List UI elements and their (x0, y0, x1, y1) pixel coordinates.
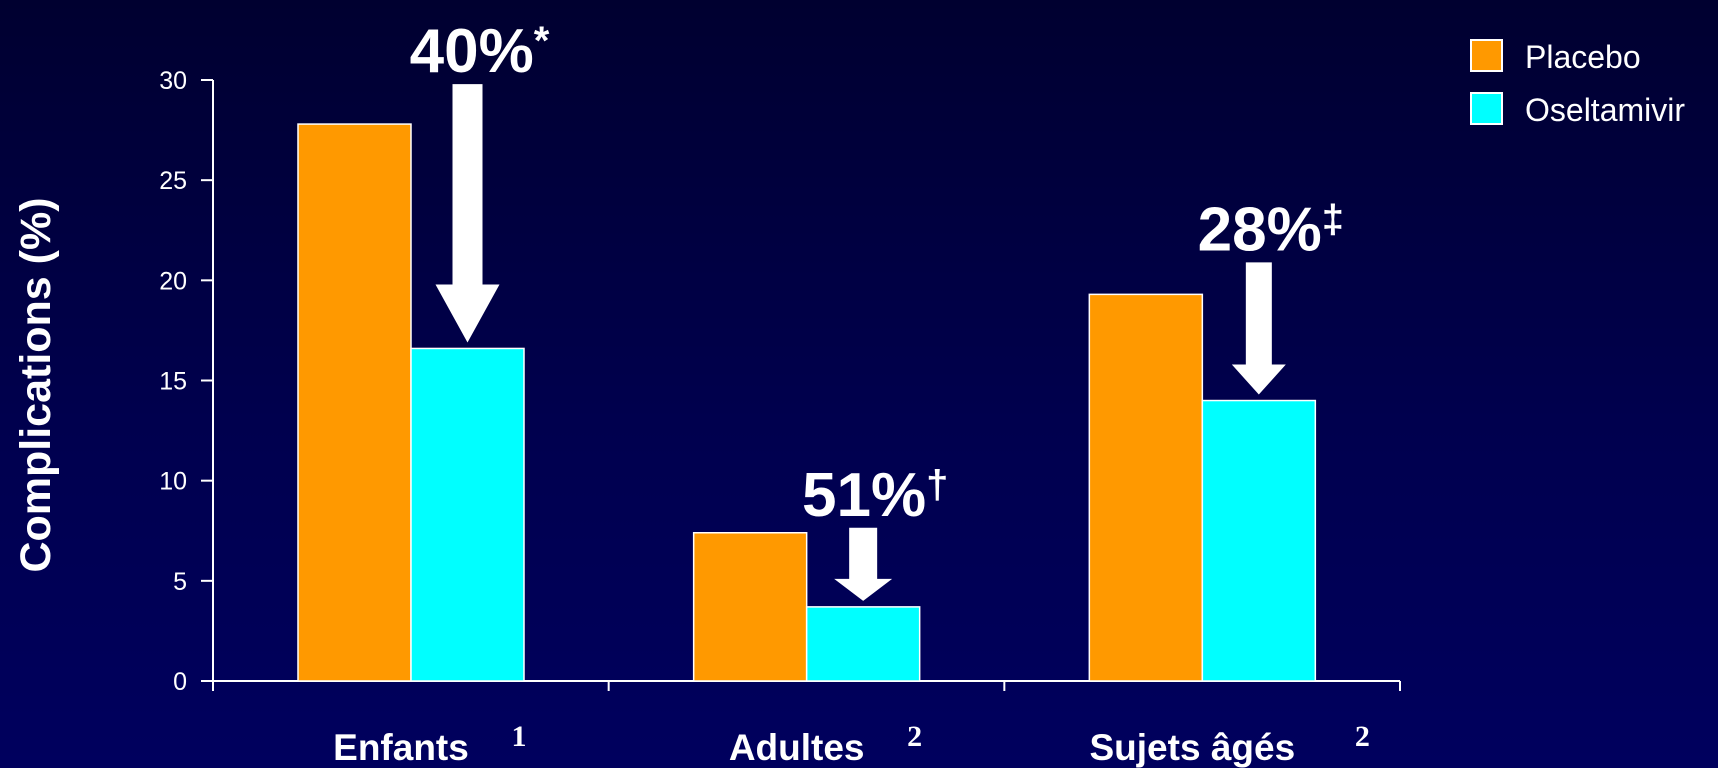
bar-oseltamivir-0 (410, 347, 525, 682)
bar-oseltamivir-1 (805, 606, 921, 682)
legend: Placebo Oseltamivir (1470, 39, 1685, 128)
x-category-label: Enfants (333, 727, 469, 768)
y-axis-label-group: Complications (%) (12, 197, 60, 572)
legend-swatch-oseltamivir (1470, 92, 1503, 125)
y-tick-label: 10 (159, 468, 187, 496)
reduction-arrow (834, 527, 893, 601)
y-tick-label: 20 (159, 267, 187, 295)
reduction-label: 28%‡ (1198, 195, 1344, 264)
x-category-label: Sujets âgés (1090, 727, 1296, 768)
x-category-superscript: 2 (1355, 720, 1370, 753)
y-tick-label: 25 (159, 167, 187, 195)
y-tick-label: 15 (159, 368, 187, 396)
y-tick-label: 5 (173, 568, 187, 596)
bar-placebo-1 (692, 532, 808, 682)
x-category-label: Adultes (729, 727, 865, 768)
bar-oseltamivir-2 (1201, 399, 1317, 682)
legend-swatch-placebo (1470, 39, 1503, 72)
reduction-label: 51%† (802, 461, 948, 530)
reduction-label: 40%* (410, 17, 550, 86)
bar-placebo-0 (297, 123, 412, 682)
annotations: 40%* 51%† 28%‡ (410, 17, 1344, 601)
reduction-arrow (1231, 262, 1286, 395)
x-axis-labels: Enfants 1 Adultes 2 Sujets âgés 2 (333, 720, 1370, 768)
reduction-arrow (435, 84, 500, 343)
x-category-superscript: 2 (907, 720, 922, 753)
y-tick-label: 30 (159, 67, 187, 95)
y-axis-label: Complications (%) (12, 197, 60, 572)
legend-label-placebo: Placebo (1525, 39, 1641, 75)
y-tick-label: 0 (173, 668, 187, 696)
x-category-superscript: 1 (512, 720, 527, 753)
legend-label-oseltamivir: Oseltamivir (1525, 92, 1685, 128)
bars (297, 123, 1317, 682)
bar-placebo-2 (1088, 293, 1204, 682)
